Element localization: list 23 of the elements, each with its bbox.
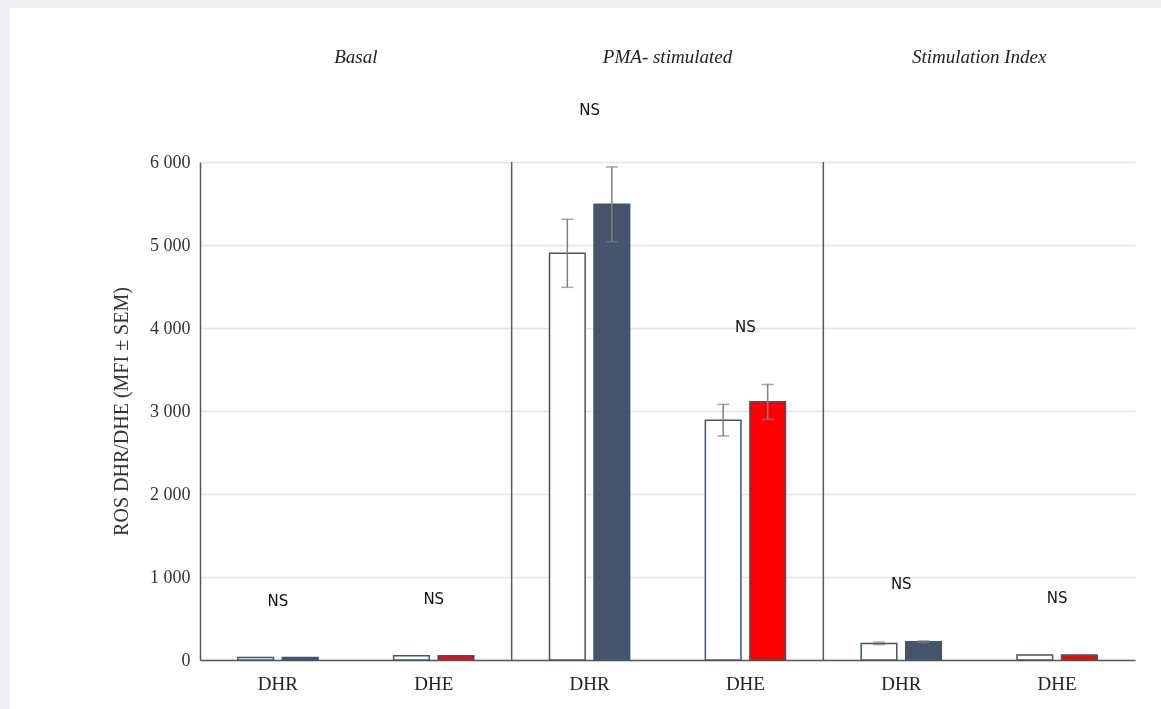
- y-axis-title: ROS DHR/DHE (MFI ± SEM): [110, 287, 133, 536]
- text: PMA- stimulated: [601, 46, 733, 67]
- annotation: NS: [267, 591, 289, 610]
- x-tick-label: DHE: [414, 672, 454, 694]
- annotation: NS: [1046, 589, 1068, 608]
- y-tick-label: 3 000: [150, 400, 191, 421]
- y-tick-label: 1 000: [150, 566, 191, 587]
- y-tick-label: 2 000: [150, 483, 191, 504]
- y-tick-label: 6 000: [150, 151, 191, 172]
- y-tick-label: 5 000: [150, 234, 191, 255]
- text: Basal: [334, 46, 378, 67]
- text: NS: [579, 100, 600, 119]
- x-tick-label: DHR: [881, 672, 922, 694]
- annotation: NS: [735, 318, 756, 337]
- x-tick-label: DHE: [1037, 672, 1077, 694]
- annotation: NS: [423, 589, 445, 608]
- y-tick-label: 4 000: [150, 317, 191, 338]
- x-tick-label: DHR: [569, 672, 610, 694]
- y-tick-label: 0: [181, 649, 191, 670]
- text: Stimulation Index: [911, 46, 1048, 67]
- x-tick-label: DHE: [725, 672, 765, 694]
- x-tick-label: DHR: [257, 672, 299, 694]
- annotation: NS: [890, 574, 912, 593]
